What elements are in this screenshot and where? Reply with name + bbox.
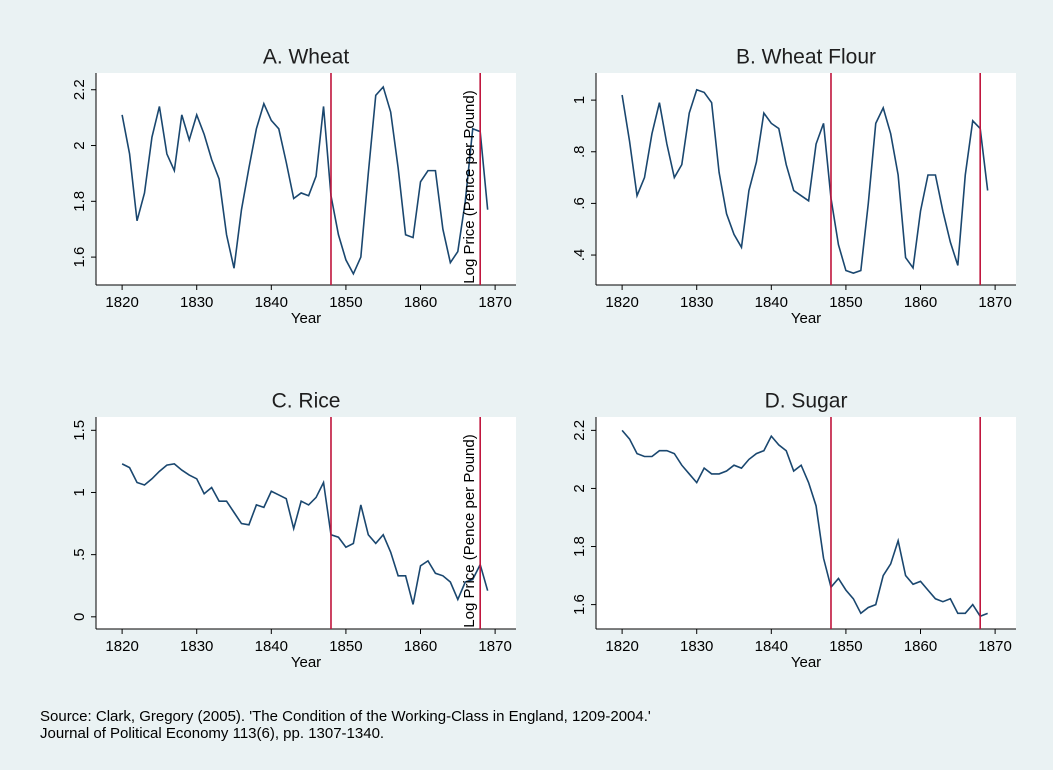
y-tick-label: .4 — [571, 249, 588, 262]
data-line — [121, 463, 489, 605]
x-tick-label: 1820 — [605, 638, 638, 655]
note-line: Source: Clark, Gregory (2005). 'The Cond… — [40, 708, 651, 725]
x-tick-label: 1860 — [404, 638, 437, 655]
y-tick-label: .8 — [571, 145, 588, 158]
y-tick-label: 1.8 — [71, 191, 88, 212]
y-tick-label: .5 — [71, 548, 88, 561]
x-tick-label: 1830 — [680, 294, 713, 311]
plot-area — [596, 73, 1016, 285]
x-tick-label: 1860 — [904, 294, 937, 311]
x-tick-label: 1840 — [255, 638, 288, 655]
y-tick-label: 1.8 — [571, 536, 588, 557]
y-tick-label: 2.2 — [571, 420, 588, 441]
y-axis-label: Log Price (Pence per Pound) — [461, 434, 478, 627]
y-tick-label: 2.2 — [71, 79, 88, 100]
x-tick-label: 1850 — [329, 638, 362, 655]
plot-area — [596, 417, 1016, 629]
panel-title: D. Sugar — [765, 390, 848, 413]
plot-area — [96, 73, 516, 285]
note-line: Journal of Political Economy 113(6), pp.… — [40, 725, 384, 742]
plot-area — [96, 417, 516, 629]
x-tick-label: 1860 — [404, 294, 437, 311]
x-tick-label: 1820 — [105, 638, 138, 655]
x-tick-label: 1830 — [180, 294, 213, 311]
x-tick-label: 1860 — [904, 638, 937, 655]
data-line — [121, 85, 489, 276]
x-axis-label: Year — [291, 654, 321, 671]
y-tick-label: 1.5 — [71, 420, 88, 441]
x-tick-label: 1850 — [329, 294, 362, 311]
data-line — [621, 429, 988, 618]
panel-title: A. Wheat — [263, 46, 350, 69]
y-tick-label: 1.6 — [571, 594, 588, 615]
x-axis-label: Year — [791, 310, 821, 327]
x-tick-label: 1850 — [829, 638, 862, 655]
x-tick-label: 1840 — [755, 294, 788, 311]
x-tick-label: 1870 — [978, 294, 1011, 311]
x-tick-label: 1850 — [829, 294, 862, 311]
x-tick-label: 1870 — [978, 638, 1011, 655]
x-axis-label: Year — [791, 654, 821, 671]
data-line — [621, 88, 989, 274]
y-tick-label: 2 — [571, 484, 588, 492]
x-tick-label: 1820 — [605, 294, 638, 311]
x-tick-label: 1840 — [255, 294, 288, 311]
y-tick-label: .6 — [571, 197, 588, 210]
x-tick-label: 1870 — [478, 638, 511, 655]
x-tick-label: 1830 — [180, 638, 213, 655]
y-axis-label: Log Price (Pence per Pound) — [461, 90, 478, 283]
y-tick-label: 0 — [71, 613, 88, 621]
y-tick-label: 2 — [71, 141, 88, 149]
x-axis-label: Year — [291, 310, 321, 327]
y-tick-label: 1.6 — [71, 247, 88, 268]
panel-title: C. Rice — [272, 390, 341, 413]
y-tick-label: 1 — [71, 488, 88, 496]
x-tick-label: 1820 — [105, 294, 138, 311]
x-tick-label: 1830 — [680, 638, 713, 655]
y-tick-label: 1 — [571, 96, 588, 104]
x-tick-label: 1840 — [755, 638, 788, 655]
x-tick-label: 1870 — [478, 294, 511, 311]
panel-title: B. Wheat Flour — [736, 46, 876, 69]
